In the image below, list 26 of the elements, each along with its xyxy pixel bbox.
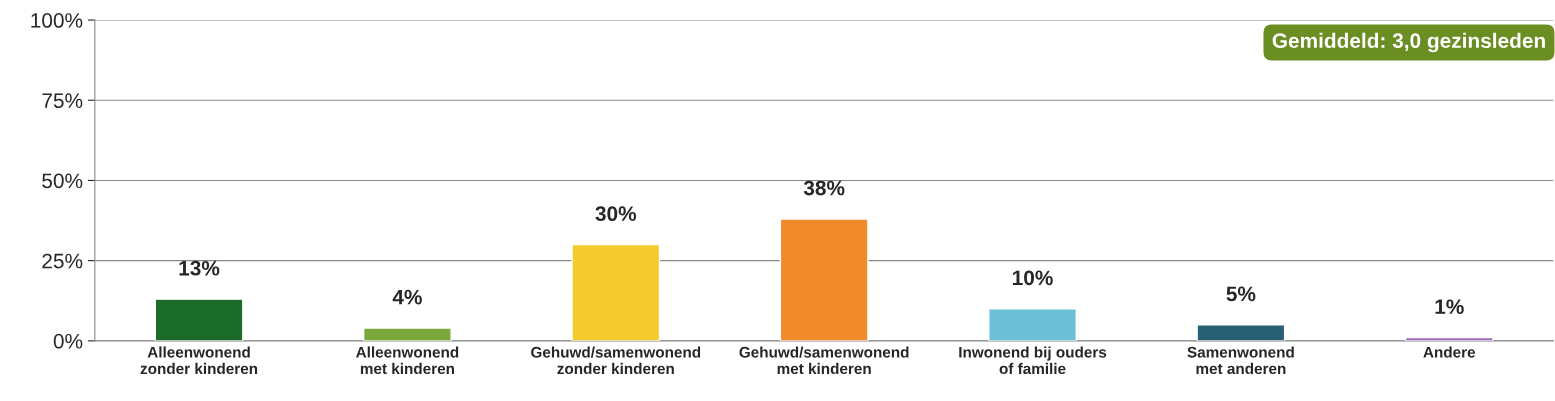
bar <box>362 327 452 341</box>
data-label: 13% <box>179 260 220 276</box>
y-tick-label: 50% <box>42 173 83 189</box>
annotation: Gemiddeld: 3,0 gezinsleden <box>1272 32 1545 53</box>
bar <box>988 308 1077 341</box>
x-tick-label: Inwonend bij ouders of familie <box>959 346 1107 375</box>
x-tick-label: Samenwonend met anderen <box>1187 346 1294 375</box>
data-label: 10% <box>1012 270 1053 286</box>
x-tick-label: Andere <box>1423 346 1476 358</box>
y-tick-label: 0% <box>53 333 83 349</box>
data-label: 30% <box>595 206 637 222</box>
x-tick-label: Alleenwonend zonder kinderen <box>140 346 258 375</box>
y-tick-label: 75% <box>42 93 83 108</box>
x-tick-label: Gehuwd/samenwonend met kinderen <box>739 346 909 375</box>
data-label: 5% <box>1226 286 1256 302</box>
data-label: 4% <box>392 289 422 305</box>
bar <box>571 243 661 341</box>
data-label: 1% <box>1435 299 1464 315</box>
bar <box>1196 324 1286 341</box>
y-tick-label: 100% <box>31 13 83 28</box>
x-tick-label: Alleenwonend met kinderen <box>356 346 459 375</box>
bar <box>154 298 244 341</box>
data-label: 38% <box>803 180 845 196</box>
bar <box>779 218 869 341</box>
y-tick-label: 25% <box>42 253 83 269</box>
x-tick-label: Gehuwd/samenwonend zonder kinderen <box>531 346 701 375</box>
